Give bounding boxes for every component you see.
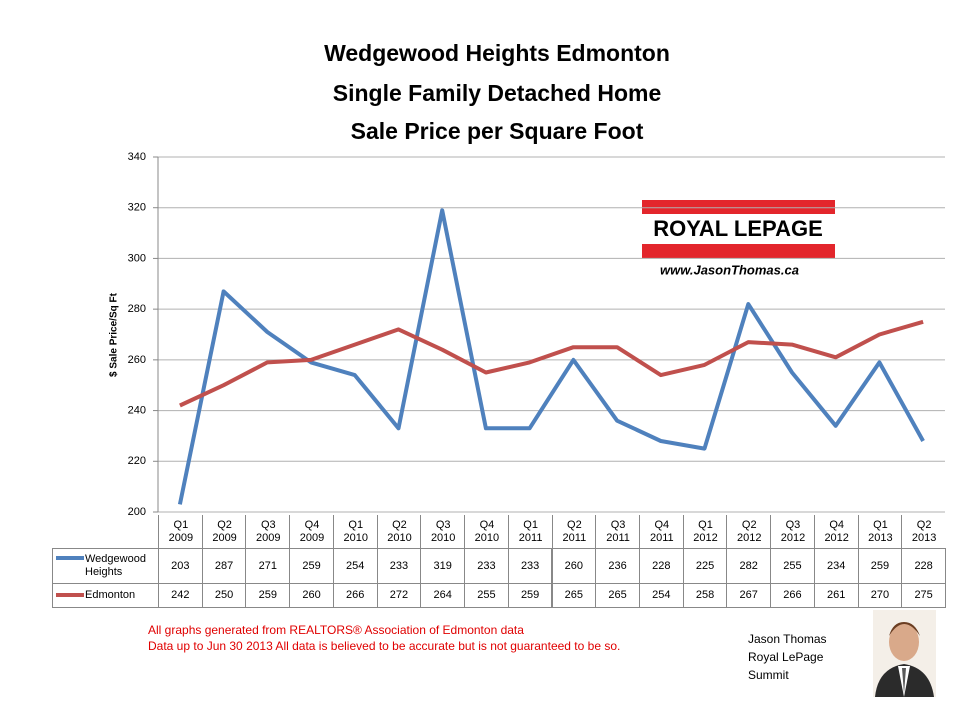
table-value: 228 <box>638 548 684 584</box>
table-value: 233 <box>507 548 553 584</box>
logo-brand: ROYAL LEPAGE <box>653 216 823 241</box>
table-value: 233 <box>376 548 422 584</box>
legend-label: Edmonton <box>52 583 159 608</box>
table-value: 236 <box>595 548 640 584</box>
x-tick-label: Q4 2009 <box>289 515 334 549</box>
y-tick-label: 240 <box>128 404 146 416</box>
table-value: 258 <box>682 583 728 608</box>
table-value: 225 <box>682 548 728 584</box>
table-value: 250 <box>201 583 247 608</box>
x-tick-label: Q1 2013 <box>857 515 903 549</box>
table-value: 254 <box>332 548 378 584</box>
table-value: 254 <box>638 583 684 608</box>
y-tick-label: 300 <box>128 252 146 264</box>
table-value: 203 <box>158 548 203 584</box>
table-value: 267 <box>726 583 772 608</box>
x-tick-label: Q2 2009 <box>201 515 247 549</box>
y-tick-label: 340 <box>128 151 146 163</box>
photo <box>873 610 936 697</box>
table-value: 255 <box>464 583 509 608</box>
table-value: 272 <box>376 583 422 608</box>
table-value: 265 <box>595 583 640 608</box>
note: All graphs generated from REALTORS® Asso… <box>148 623 524 637</box>
table-value: 234 <box>813 548 859 584</box>
table-value: 266 <box>770 583 815 608</box>
x-tick-label: Q3 2010 <box>420 515 465 549</box>
x-tick-label: Q4 2012 <box>813 515 859 549</box>
table-value: 255 <box>770 548 815 584</box>
logo-bar <box>642 200 835 214</box>
logo-bar <box>642 244 835 258</box>
y-tick-label: 320 <box>128 202 146 214</box>
table-value: 259 <box>857 548 903 584</box>
table-value: 259 <box>289 548 334 584</box>
signature: Royal LePage <box>748 650 824 664</box>
x-tick-label: Q2 2010 <box>376 515 422 549</box>
table-value: 242 <box>158 583 203 608</box>
table-value: 260 <box>289 583 334 608</box>
signature: Jason Thomas <box>748 632 827 646</box>
x-tick-label: Q4 2010 <box>464 515 509 549</box>
x-tick-label: Q2 2011 <box>551 515 597 549</box>
table-value: 287 <box>201 548 247 584</box>
x-tick-label: Q2 2012 <box>726 515 771 549</box>
table-value: 259 <box>245 583 291 608</box>
table-value: 270 <box>857 583 903 608</box>
x-tick-label: Q4 2011 <box>638 515 684 549</box>
table-value: 260 <box>551 548 597 584</box>
note: Data up to Jun 30 2013 All data is belie… <box>148 639 620 653</box>
series-line <box>177 208 925 505</box>
logo-website: www.JasonThomas.ca <box>660 262 799 277</box>
y-tick-label: 200 <box>128 506 146 518</box>
table-value: 233 <box>464 548 509 584</box>
x-tick-label: Q1 2009 <box>158 515 203 549</box>
x-tick-label: Q3 2012 <box>770 515 815 549</box>
table-value: 266 <box>332 583 378 608</box>
table-value: 275 <box>901 583 946 608</box>
table-value: 271 <box>245 548 291 584</box>
signature: Summit <box>748 668 789 682</box>
y-tick-label: 260 <box>128 354 146 366</box>
series-line <box>179 319 924 408</box>
table-value: 261 <box>813 583 859 608</box>
table-value: 319 <box>420 548 466 584</box>
table-value: 259 <box>507 583 553 608</box>
chart-title: Single Family Detached Home <box>333 80 661 106</box>
table-value: 228 <box>901 548 946 584</box>
legend-label: Wedgewood Heights <box>52 548 159 584</box>
x-tick-label: Q1 2010 <box>332 515 378 549</box>
y-axis-label: $ Sale Price/Sq Ft <box>109 292 120 377</box>
chart-title: Sale Price per Square Foot <box>351 118 644 144</box>
x-tick-label: Q3 2009 <box>245 515 290 549</box>
x-tick-label: Q2 2013 <box>901 515 946 549</box>
x-tick-label: Q1 2012 <box>682 515 728 549</box>
y-tick-label: 220 <box>128 455 146 467</box>
table-value: 265 <box>551 583 597 608</box>
table-value: 282 <box>726 548 772 584</box>
x-tick-label: Q3 2011 <box>595 515 640 549</box>
y-tick-label: 280 <box>128 303 146 315</box>
table-value: 264 <box>420 583 466 608</box>
chart-title: Wedgewood Heights Edmonton <box>324 40 670 66</box>
x-tick-label: Q1 2011 <box>507 515 553 549</box>
